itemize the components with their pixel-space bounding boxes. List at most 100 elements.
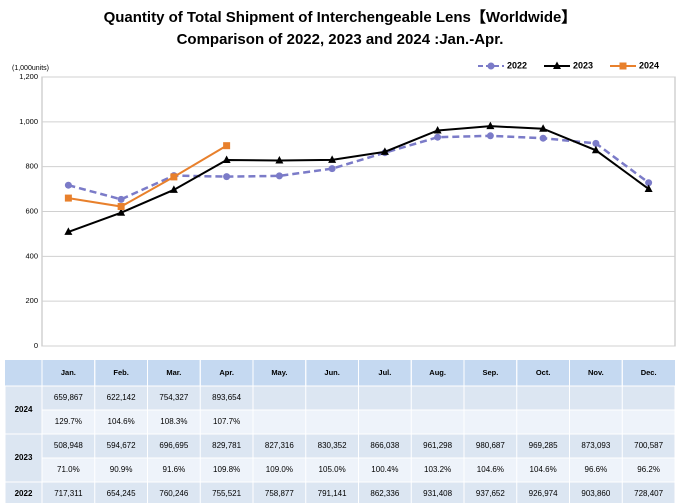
table-header: Jun.: [324, 368, 339, 377]
table-ratio: 104.6%: [530, 465, 557, 474]
point: [117, 208, 126, 216]
point: [380, 147, 389, 155]
table-header: Jan.: [61, 368, 76, 377]
table-value: 931,408: [423, 489, 452, 498]
table-value: 755,521: [212, 489, 241, 498]
point: [64, 194, 72, 202]
point: [223, 173, 231, 181]
table-ratio: 104.6%: [477, 465, 504, 474]
legend-label: 2022: [507, 60, 527, 70]
point: [619, 62, 627, 70]
table-value: 893,654: [212, 393, 241, 402]
point: [328, 165, 336, 173]
table-value: 594,672: [107, 441, 136, 450]
table-ratio: 90.9%: [110, 465, 133, 474]
table-value: 937,652: [476, 489, 505, 498]
point: [64, 227, 73, 235]
table-ratio: 107.7%: [213, 417, 240, 426]
point: [328, 155, 337, 163]
y-tick-label: 200: [25, 296, 38, 305]
y-tick-label: 0: [34, 341, 38, 350]
table-value: 903,860: [581, 489, 610, 498]
table-value: 659,867: [54, 393, 83, 402]
table-header: Feb.: [113, 368, 128, 377]
point: [486, 132, 494, 140]
point: [539, 134, 547, 142]
table-value: 961,298: [423, 441, 452, 450]
table-value: 862,336: [370, 489, 399, 498]
point: [170, 173, 178, 181]
table-header: Dec.: [641, 368, 657, 377]
series-line: [68, 125, 650, 233]
y-tick-label: 1,200: [19, 72, 38, 81]
point: [117, 195, 125, 203]
row-header: 2024: [15, 405, 33, 414]
point: [275, 156, 284, 164]
table-ratio: 96.2%: [637, 465, 660, 474]
table-value: 791,141: [318, 489, 347, 498]
row-header: 2023: [15, 453, 33, 462]
table-ratio: 104.6%: [108, 417, 135, 426]
y-tick-label: 800: [25, 162, 38, 171]
y-tick-label: 600: [25, 206, 38, 215]
table-ratio: 109.0%: [266, 465, 293, 474]
point: [169, 185, 178, 193]
chart-title: Quantity of Total Shipment of Intercheng…: [104, 8, 577, 26]
table-value: 926,974: [529, 489, 558, 498]
point: [645, 179, 653, 187]
point: [486, 121, 495, 130]
point: [434, 133, 442, 141]
table-value: 873,093: [581, 441, 610, 450]
table-value: 980,687: [476, 441, 505, 450]
table-value: 866,038: [370, 441, 399, 450]
table-value: 829,781: [212, 441, 241, 450]
table-ratio: 105.0%: [319, 465, 346, 474]
table-value: 696,695: [159, 441, 188, 450]
point: [553, 61, 561, 69]
row-header: 2022: [15, 489, 33, 498]
table-header: Mar.: [166, 368, 181, 377]
y-tick-label: 1,000: [19, 117, 38, 126]
table-header-bg: [5, 360, 675, 386]
table-ratio: 91.6%: [163, 465, 186, 474]
point: [592, 139, 600, 147]
y-tick-label: 400: [25, 251, 38, 260]
table-value: 622,142: [107, 393, 136, 402]
table-value: 758,877: [265, 489, 294, 498]
table-ratio: 71.0%: [57, 465, 80, 474]
table-ratio: 103.2%: [424, 465, 451, 474]
series-line: [68, 134, 650, 201]
chart-subtitle: Comparison of 2022, 2023 and 2024 :Jan.-…: [177, 31, 504, 48]
table-value: 827,316: [265, 441, 294, 450]
table-value: 728,407: [634, 489, 663, 498]
point: [223, 142, 231, 150]
table-header: Nov.: [588, 368, 604, 377]
series-line: [68, 144, 228, 208]
table-value: 754,327: [159, 393, 188, 402]
table-value: 654,245: [107, 489, 136, 498]
table-value: 717,311: [54, 489, 83, 498]
point: [117, 203, 125, 211]
table-value: 830,352: [318, 441, 347, 450]
table-header: Sep.: [482, 368, 498, 377]
table-ratio: 100.4%: [371, 465, 398, 474]
table-value: 700,587: [634, 441, 663, 450]
table-header: Aug.: [429, 368, 446, 377]
table-ratio: 109.8%: [213, 465, 240, 474]
point: [539, 124, 548, 132]
point: [644, 184, 653, 192]
point: [222, 155, 231, 163]
table-header: Apr.: [219, 368, 234, 377]
table-ratio: 108.3%: [160, 417, 187, 426]
table-ratio: 129.7%: [55, 417, 82, 426]
y-axis-label: (1,000units): [12, 65, 49, 72]
point: [591, 145, 600, 154]
table-header: Jul.: [378, 368, 391, 377]
point: [487, 62, 495, 70]
table-value: 969,285: [529, 441, 558, 450]
table-ratio: 96.6%: [585, 465, 608, 474]
table-header: Oct.: [536, 368, 551, 377]
legend-label: 2023: [573, 60, 593, 70]
table-value: 508,948: [54, 441, 83, 450]
